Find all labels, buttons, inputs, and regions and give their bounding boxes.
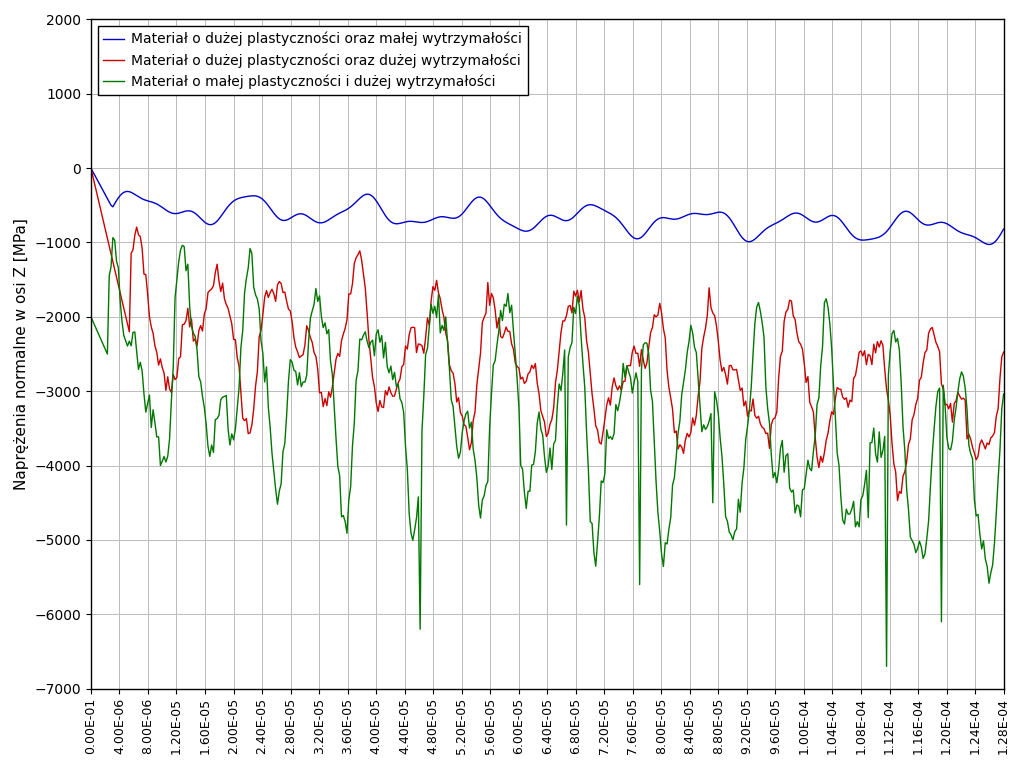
Materiał o dużej plastyczności oraz dużej wytrzymałości: [997, 347, 1010, 356]
Materiał o małej plastyczności i dużej wytrzymałości: [581, 428, 593, 437]
Materiał o małej plastyczności i dużej wytrzymałości: [835, 492, 847, 501]
Line: Materiał o dużej plastyczności oraz dużej wytrzymałości: Materiał o dużej plastyczności oraz duże…: [91, 168, 1004, 501]
Materiał o dużej plastyczności oraz małej wytrzymałości: [628, 233, 640, 243]
Materiał o małej plastyczności i dużej wytrzymałości: [525, 461, 538, 470]
Y-axis label: Naprężenia normalne w osi Z [MPa]: Naprężenia normalne w osi Z [MPa]: [14, 218, 29, 490]
Materiał o dużej plastyczności oraz małej wytrzymałości: [518, 227, 530, 236]
Materiał o dużej plastyczności oraz małej wytrzymałości: [579, 202, 591, 211]
Materiał o dużej plastyczności oraz dużej wytrzymałości: [85, 164, 97, 173]
Materiał o małej plastyczności i dużej wytrzymałości: [520, 504, 532, 513]
Line: Materiał o małej plastyczności i dużej wytrzymałości: Materiał o małej plastyczności i dużej w…: [91, 237, 1004, 667]
Materiał o dużej plastyczności oraz dużej wytrzymałości: [977, 439, 989, 449]
Materiał o dużej plastyczności oraz dużej wytrzymałości: [833, 385, 845, 394]
Materiał o dużej plastyczności oraz małej wytrzymałości: [997, 224, 1010, 233]
Materiał o małej plastyczności i dużej wytrzymałości: [979, 554, 991, 564]
Materiał o dużej plastyczności oraz małej wytrzymałości: [523, 226, 536, 235]
Materiał o małej plastyczności i dużej wytrzymałości: [85, 313, 97, 322]
Materiał o dużej plastyczności oraz dużej wytrzymałości: [628, 342, 640, 351]
Line: Materiał o dużej plastyczności oraz małej wytrzymałości: Materiał o dużej plastyczności oraz małe…: [91, 168, 1004, 244]
Materiał o małej plastyczności i dużej wytrzymałości: [881, 662, 893, 671]
Materiał o małej plastyczności i dużej wytrzymałości: [630, 369, 642, 378]
Materiał o dużej plastyczności oraz małej wytrzymałości: [833, 214, 845, 223]
Materiał o dużej plastyczności oraz dużej wytrzymałości: [579, 313, 591, 322]
Materiał o dużej plastyczności oraz dużej wytrzymałości: [518, 379, 530, 388]
Materiał o małej plastyczności i dużej wytrzymałości: [106, 233, 119, 242]
Materiał o małej plastyczności i dużej wytrzymałości: [997, 389, 1010, 399]
Materiał o dużej plastyczności oraz dużej wytrzymałości: [523, 367, 536, 376]
Materiał o dużej plastyczności oraz małej wytrzymałości: [976, 237, 988, 246]
Legend: Materiał o dużej plastyczności oraz małej wytrzymałości, Materiał o dużej plasty: Materiał o dużej plastyczności oraz małe…: [98, 26, 527, 94]
Materiał o dużej plastyczności oraz małej wytrzymałości: [983, 240, 995, 249]
Materiał o dużej plastyczności oraz dużej wytrzymałości: [891, 496, 903, 505]
Materiał o dużej plastyczności oraz małej wytrzymałości: [85, 164, 97, 173]
